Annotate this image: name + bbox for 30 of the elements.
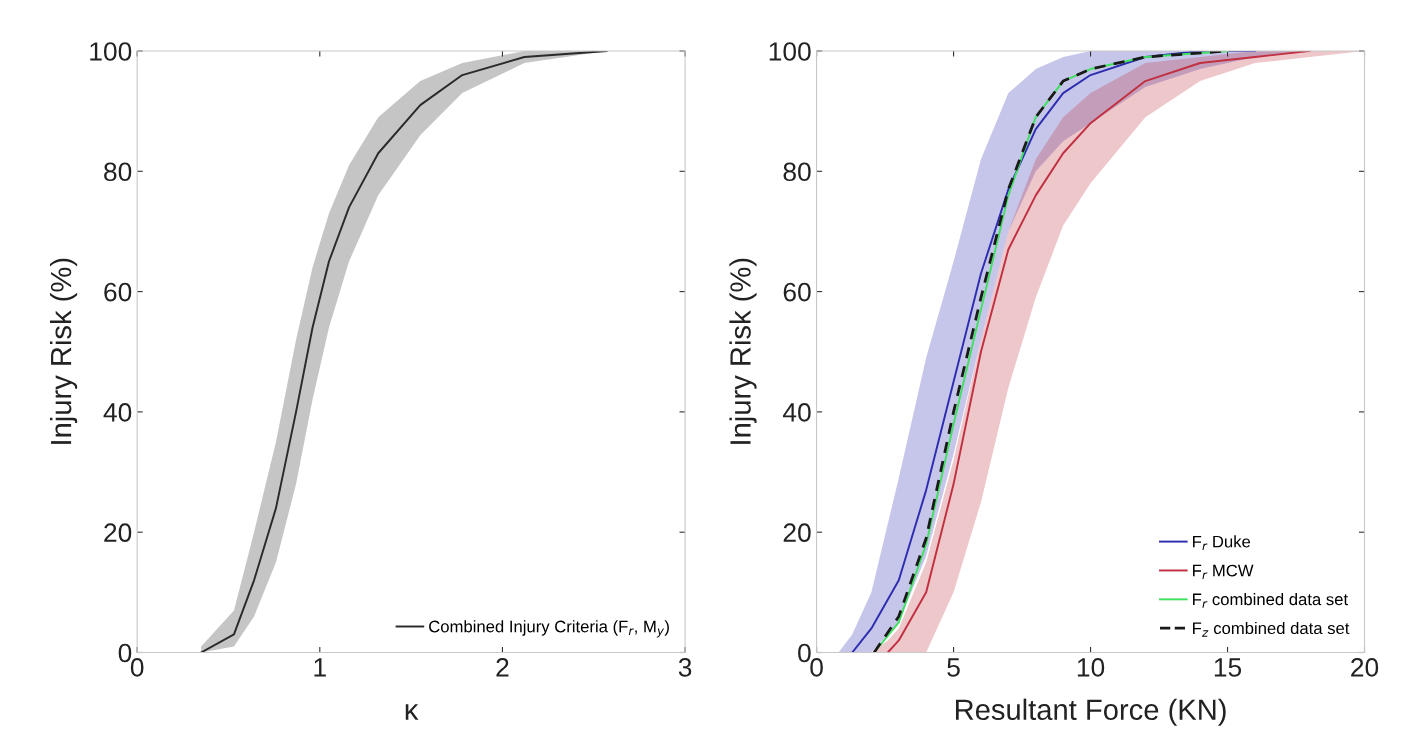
x-axis-title: κ (405, 704, 419, 720)
x-tick-label: 10 (1077, 658, 1105, 677)
x-tick-label: 2 (496, 658, 509, 677)
legend-label: Combined Injury Criteria (F$_{r}$, M$_{y}$) (429, 620, 669, 638)
legend-label: F$_{r}$ Duke (1193, 535, 1251, 551)
y-tick-label: 60 (104, 282, 132, 302)
y-tick-label: 0 (798, 643, 811, 663)
y-axis-title: Injury Risk (%) (49, 258, 78, 444)
x-axis-title: Resultant Force (KN) (955, 698, 1226, 726)
x-tick-label: 3 (678, 658, 692, 677)
y-tick-label: 100 (769, 42, 811, 61)
x-tick-label: 0 (810, 658, 823, 677)
y-tick-label: 0 (118, 643, 132, 663)
y-tick-label: 80 (104, 162, 132, 182)
x-tick-label: 5 (947, 658, 960, 677)
y-tick-label: 60 (783, 282, 811, 302)
y-tick-label: 40 (782, 403, 811, 422)
legend-label: F$_{r}$ combined data set (1193, 593, 1348, 608)
x-tick-label: 0 (130, 658, 144, 677)
y-axis-title: Injury Risk (%) (729, 258, 757, 444)
y-tick-label: 20 (104, 523, 132, 543)
y-tick-label: 80 (783, 162, 811, 182)
legend-label: F$_{z}$ combined data set (1193, 621, 1350, 637)
x-tick-label: 1 (314, 658, 326, 677)
x-tick-label: 20 (1351, 658, 1379, 677)
y-tick-label: 20 (783, 523, 811, 543)
y-tick-label: 40 (103, 403, 132, 422)
legend-label: F$_{r}$ MCW (1193, 564, 1254, 580)
y-tick-label: 100 (90, 42, 132, 61)
x-tick-label: 15 (1214, 658, 1242, 677)
